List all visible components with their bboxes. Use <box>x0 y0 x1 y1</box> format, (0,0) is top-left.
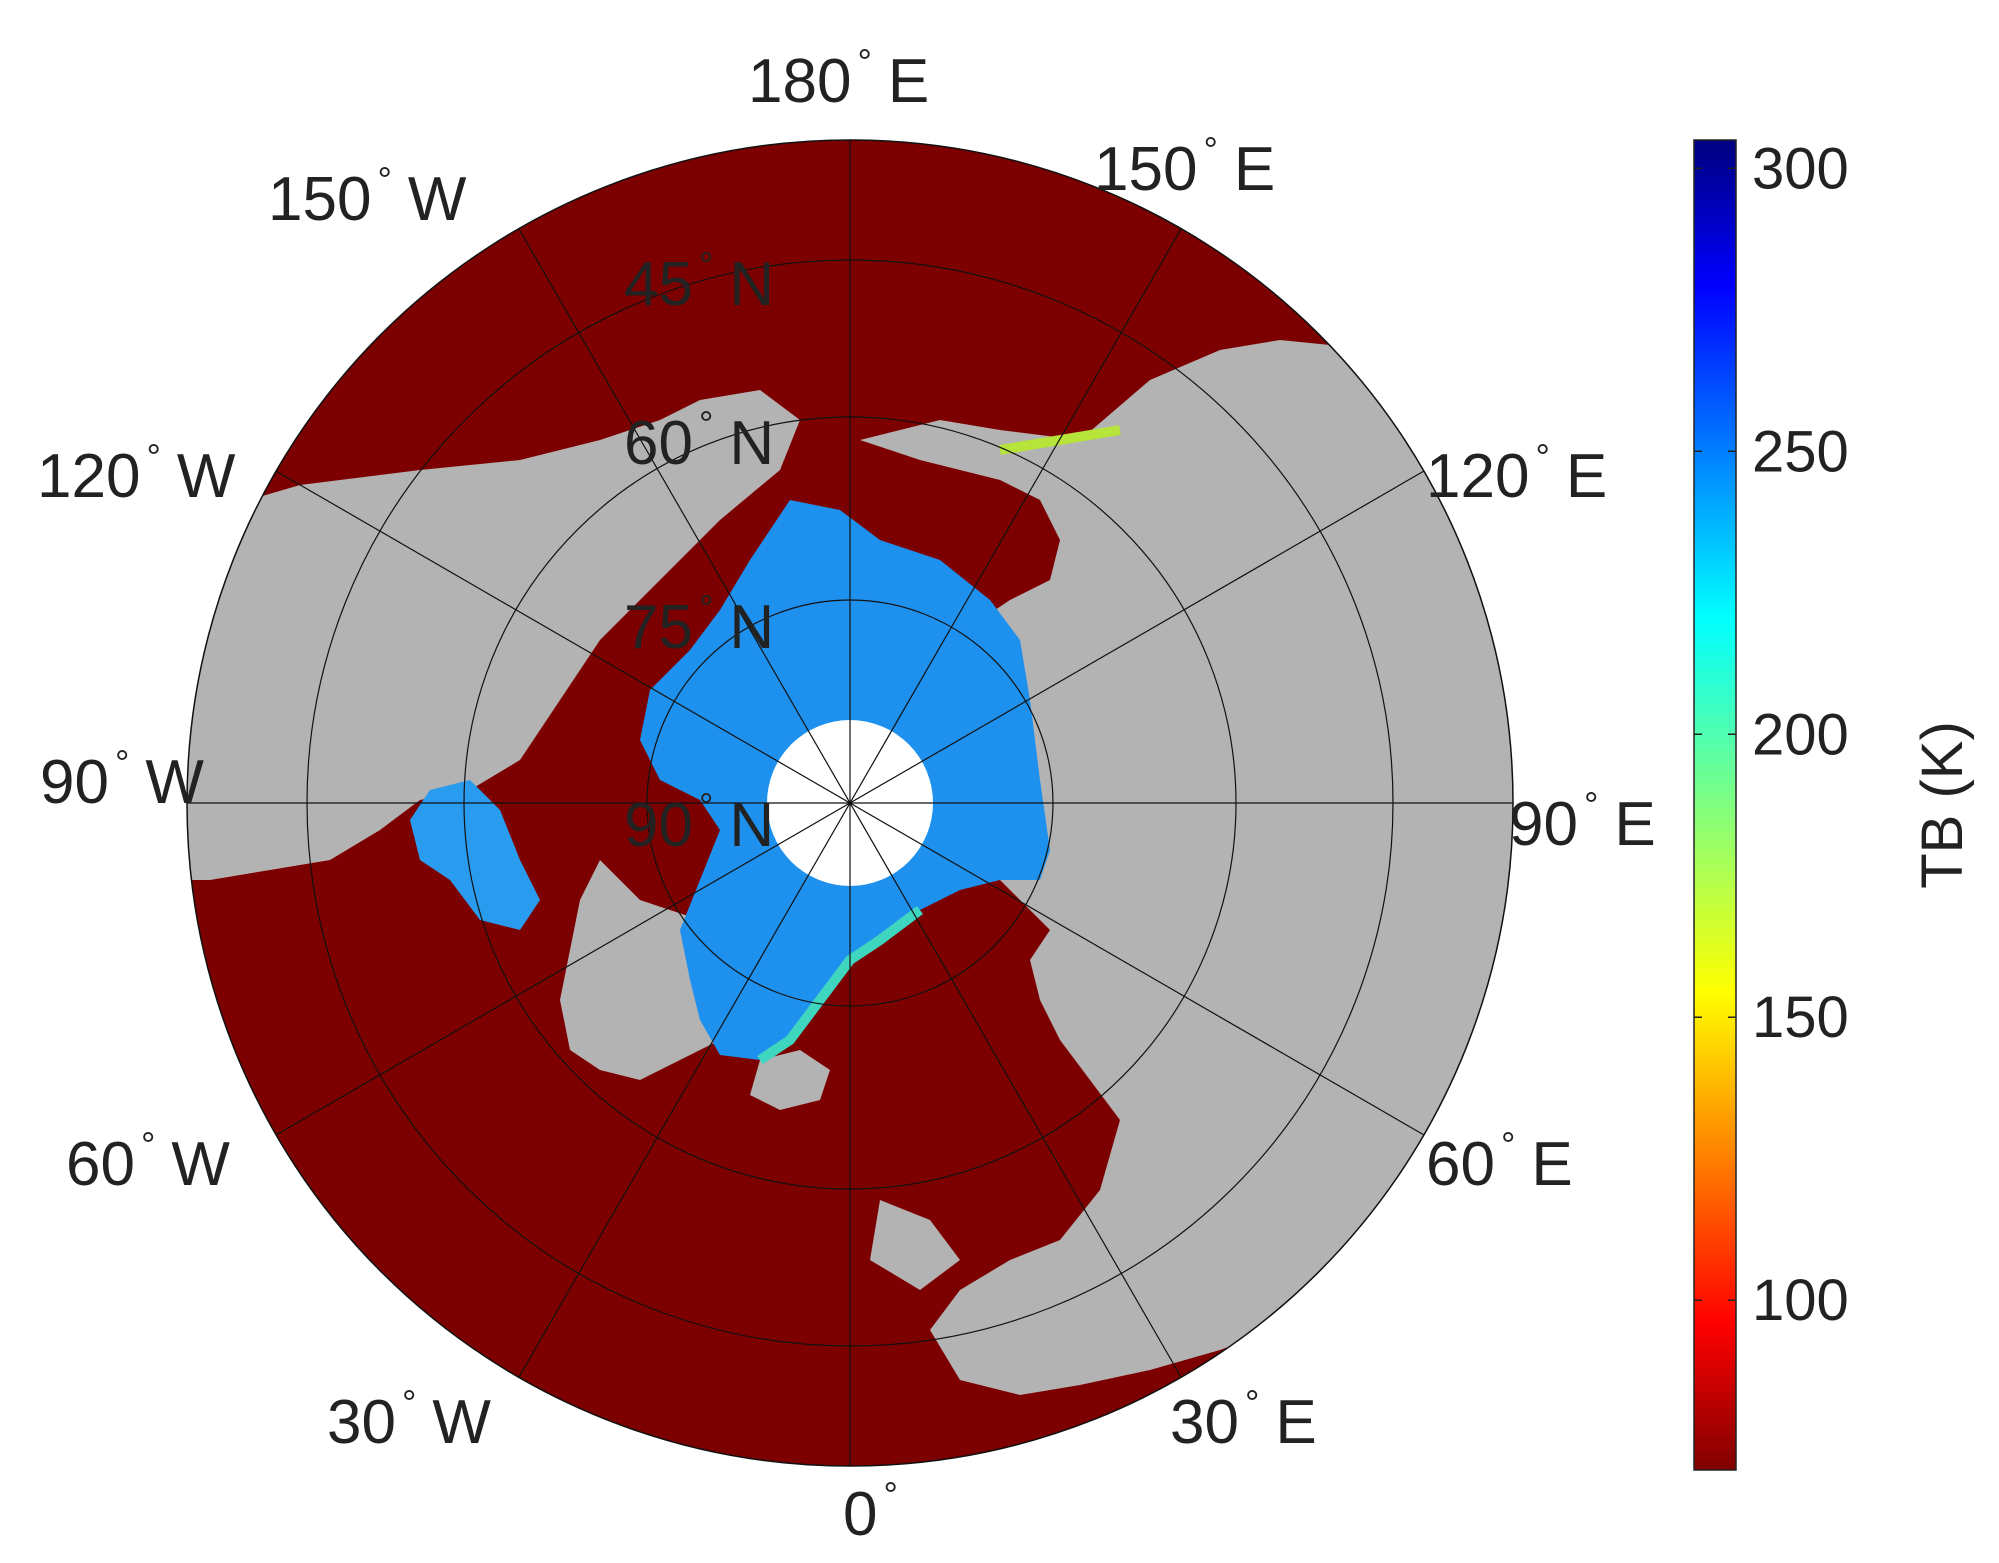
graticule <box>187 140 1513 1466</box>
land-iceland <box>750 1050 830 1110</box>
colorbar: 300 250 200 150 100 TB (K) <box>1693 136 1975 1471</box>
lon-label-180e: 180 ° E <box>748 41 929 116</box>
sea-ice-hudson <box>410 780 540 930</box>
longitude-labels: 180 ° E 150 ° E 120 ° E 90 ° E 60 ° E 30 ° E 0 ° 30 ° W… <box>37 41 1656 1549</box>
colorbar-tick-label: 250 <box>1752 419 1849 484</box>
lon-label-120w: 120 ° W <box>37 436 236 511</box>
land-scandinavia-strip <box>870 1200 960 1290</box>
lat-label-60n: 60 ° N <box>624 403 774 478</box>
lon-label-150e: 150 ° E <box>1094 129 1275 204</box>
lon-label-30w: 30 ° W <box>327 1382 491 1457</box>
colorbar-tick-label: 150 <box>1752 985 1849 1050</box>
lon-label-0: 0 ° <box>843 1474 898 1549</box>
lon-label-60e: 60 ° E <box>1426 1124 1573 1199</box>
colorbar-gradient <box>1693 139 1737 1471</box>
lat-label-75n: 75 ° N <box>624 587 774 662</box>
colorbar-ticks: 300 250 200 150 100 <box>1694 136 1849 1333</box>
colorbar-label: TB (K) <box>1910 721 1975 889</box>
colorbar-tick-label: 100 <box>1752 1268 1849 1333</box>
lon-label-30e: 30 ° E <box>1170 1382 1317 1457</box>
map-frame <box>186 139 1514 1467</box>
colorbar-tick-label: 300 <box>1752 136 1849 201</box>
latitude-labels: 45 ° N 60 ° N 75 ° N 90 ° N <box>624 244 774 860</box>
lat-label-90n: 90 ° N <box>624 785 774 860</box>
colorbar-tick-label: 200 <box>1752 702 1849 767</box>
lon-label-120e: 120 ° E <box>1426 436 1607 511</box>
meridian-150-330 <box>518 228 1182 1378</box>
lon-label-90e: 90 ° E <box>1509 784 1656 859</box>
lon-label-150w: 150 ° W <box>268 159 467 234</box>
ice-edge-atlantic <box>757 906 923 1065</box>
lon-label-60w: 60 ° W <box>66 1124 230 1199</box>
lat-label-45n: 45 ° N <box>624 244 774 319</box>
lon-label-90w: 90 ° W <box>40 742 204 817</box>
land-north-america <box>187 390 800 880</box>
